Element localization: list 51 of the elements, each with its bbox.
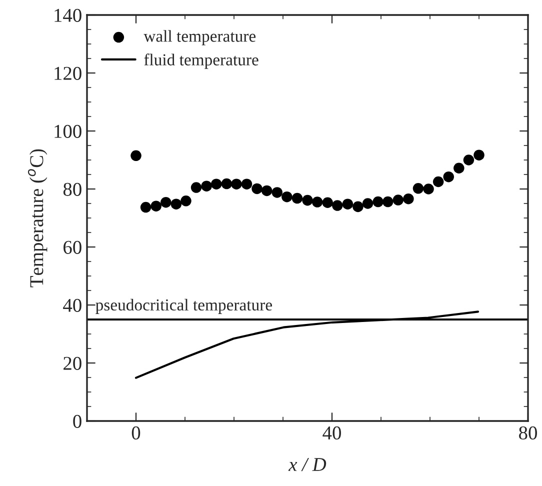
x-tick-label: 80: [519, 426, 537, 440]
ref-line-label: pseudocritical temperature: [96, 298, 272, 314]
x-axis-title: x / D: [288, 458, 326, 472]
point: [221, 178, 232, 190]
x-tick-label: 0: [132, 426, 140, 440]
y-tick-label: 80: [63, 182, 82, 196]
y-tick-label: 120: [54, 66, 82, 80]
point: [201, 180, 212, 192]
point: [272, 187, 282, 198]
point: [463, 154, 474, 166]
point: [474, 150, 484, 160]
y-tick-label: 0: [73, 414, 82, 428]
point: [261, 185, 272, 196]
point: [443, 171, 454, 182]
point: [210, 178, 222, 190]
y-tick-label: 140: [54, 8, 82, 22]
point: [352, 201, 364, 212]
point: [241, 178, 252, 190]
point: [432, 176, 444, 188]
point: [454, 162, 464, 174]
point: [312, 196, 323, 208]
y-tick-label: 40: [63, 298, 82, 312]
point: [392, 194, 404, 206]
y-tick-label: 20: [64, 356, 82, 370]
y-tick-label: 100: [54, 124, 82, 138]
point: [180, 196, 192, 206]
point: [292, 192, 303, 204]
point: [342, 198, 354, 210]
y-tick-label: 60: [64, 240, 82, 254]
legend-label: wall temperature: [144, 30, 256, 46]
point: [252, 183, 262, 194]
point: [322, 197, 333, 208]
point: [403, 193, 414, 204]
point: [372, 196, 384, 208]
point: [362, 198, 374, 209]
point: [231, 178, 242, 190]
point: [302, 194, 313, 206]
point: [412, 183, 424, 194]
point: [332, 200, 343, 211]
point: [282, 191, 292, 202]
legend-label: fluid temperature: [144, 54, 258, 69]
x-tick-label: 40: [322, 426, 341, 440]
point: [140, 202, 152, 213]
point: [190, 182, 202, 193]
point: [160, 196, 172, 208]
point: [130, 150, 142, 162]
point: [150, 200, 162, 212]
y-axis-title: Temperature ($^{o}$C): [28, 149, 48, 288]
point: [170, 198, 182, 210]
point: [382, 196, 394, 208]
point: [423, 184, 434, 194]
